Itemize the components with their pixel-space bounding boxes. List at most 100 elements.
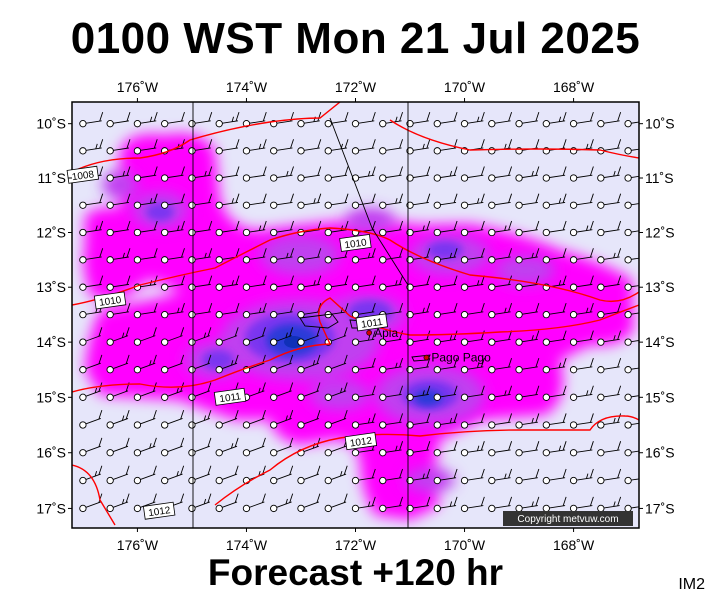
wind-barb bbox=[270, 327, 294, 346]
wind-barb bbox=[542, 166, 567, 182]
wind-barb bbox=[297, 193, 322, 209]
wind-barb bbox=[106, 302, 131, 319]
wind-barb bbox=[460, 248, 485, 264]
lon-tick-label-bottom: 174˚W bbox=[226, 537, 268, 553]
wind-barb bbox=[460, 111, 485, 128]
wind-barb bbox=[161, 166, 185, 182]
isobar-label: 1010 bbox=[339, 233, 372, 252]
lat-tick-label-right: 16˚S bbox=[645, 445, 675, 461]
wind-barb bbox=[270, 354, 294, 374]
wind-barb bbox=[297, 166, 322, 182]
wind-barb bbox=[351, 330, 376, 346]
wind-barb bbox=[460, 220, 485, 237]
wind-barb bbox=[242, 302, 267, 319]
wind-barb bbox=[161, 327, 185, 346]
wind-barb bbox=[515, 111, 540, 128]
wind-barb bbox=[215, 354, 239, 374]
wind-barb bbox=[242, 139, 267, 155]
wind-barb bbox=[188, 166, 213, 182]
lat-tick-label-right: 14˚S bbox=[645, 334, 675, 350]
lat-tick-label-right: 17˚S bbox=[645, 500, 675, 516]
wind-barb bbox=[161, 248, 185, 264]
svg-text:1011: 1011 bbox=[361, 317, 384, 331]
wind-barb bbox=[161, 382, 185, 401]
wind-barb bbox=[569, 468, 594, 485]
wind-barb bbox=[79, 437, 103, 457]
wind-barb bbox=[379, 385, 403, 401]
lon-tick-label-top: 176˚W bbox=[117, 79, 159, 95]
wind-barb bbox=[460, 358, 485, 374]
wind-barb bbox=[270, 220, 294, 237]
lat-tick-label-left: 11˚S bbox=[37, 170, 66, 186]
wind-barb bbox=[433, 496, 458, 513]
wind-barb bbox=[161, 465, 185, 485]
wind-barb bbox=[297, 139, 322, 155]
wind-barb bbox=[188, 465, 212, 485]
axis-ticks: 176˚W 176˚W 174˚W 174˚W 172˚W 172˚W 170˚W 170˚W… bbox=[36, 79, 674, 553]
wind-barb bbox=[297, 248, 322, 264]
lat-tick-label-left: 14˚S bbox=[36, 334, 66, 350]
wind-barb bbox=[79, 111, 104, 128]
wind-barb bbox=[270, 193, 294, 209]
wind-barb bbox=[188, 382, 212, 401]
wind-barb bbox=[624, 256, 639, 264]
wind-barb bbox=[79, 248, 104, 264]
lon-tick-label-bottom: 176˚W bbox=[117, 537, 159, 553]
lon-tick-label-top: 172˚W bbox=[335, 79, 377, 95]
wind-barb bbox=[488, 385, 513, 401]
place-marker: Pago Pago bbox=[423, 351, 491, 365]
image-code: IM2 bbox=[678, 576, 705, 593]
wind-barb bbox=[188, 248, 213, 264]
wind-barb bbox=[215, 111, 240, 128]
wind-barb bbox=[515, 330, 540, 346]
wind-barb bbox=[624, 120, 639, 128]
isobar-label: 1011 bbox=[355, 313, 388, 332]
wind-barb bbox=[161, 354, 185, 374]
wind-barb bbox=[297, 327, 321, 346]
wind-barb bbox=[215, 166, 240, 182]
wind-barb bbox=[133, 327, 157, 346]
wind-barb bbox=[188, 354, 212, 374]
wind-barb bbox=[79, 382, 103, 401]
forecast-hour: Forecast +120 hr bbox=[207, 552, 504, 593]
wind-barb bbox=[161, 410, 185, 429]
wind-barb bbox=[351, 358, 376, 374]
wind-barb bbox=[597, 275, 622, 291]
wind-barb bbox=[515, 166, 540, 182]
wind-barb bbox=[488, 275, 513, 291]
wind-barb bbox=[433, 441, 458, 457]
wind-barb bbox=[133, 493, 157, 513]
wind-barb bbox=[433, 248, 458, 264]
wind-barb bbox=[569, 275, 594, 291]
wind-barb bbox=[215, 302, 240, 319]
wind-barb bbox=[488, 111, 513, 128]
wind-barb bbox=[488, 220, 513, 237]
isobar-label: 1012 bbox=[344, 432, 378, 451]
wind-barb bbox=[488, 330, 513, 346]
wind-barb bbox=[351, 139, 376, 155]
wind-barb bbox=[379, 441, 403, 457]
wind-barb bbox=[624, 174, 639, 182]
wind-barb bbox=[297, 493, 321, 513]
lat-tick-label-right: 10˚S bbox=[645, 116, 675, 132]
wind-barb bbox=[569, 220, 594, 237]
wind-barb bbox=[188, 275, 213, 291]
wind-barb bbox=[624, 338, 639, 346]
wind-barb bbox=[79, 220, 104, 237]
wind-barb bbox=[324, 166, 349, 182]
wind-barb bbox=[379, 496, 403, 513]
wind-barb bbox=[133, 193, 158, 209]
isobar-label: 1012 bbox=[142, 501, 176, 520]
wind-barb bbox=[133, 410, 157, 429]
wind-barb bbox=[215, 275, 240, 291]
wind-barb bbox=[488, 441, 513, 457]
wind-barb bbox=[569, 330, 594, 346]
wind-barb bbox=[488, 468, 513, 485]
isobar-1010 bbox=[72, 227, 639, 306]
wind-barb bbox=[270, 275, 294, 291]
wind-barb bbox=[542, 468, 567, 485]
wind-barb bbox=[106, 465, 130, 485]
wind-barb bbox=[297, 465, 321, 485]
wind-barb bbox=[133, 382, 157, 401]
